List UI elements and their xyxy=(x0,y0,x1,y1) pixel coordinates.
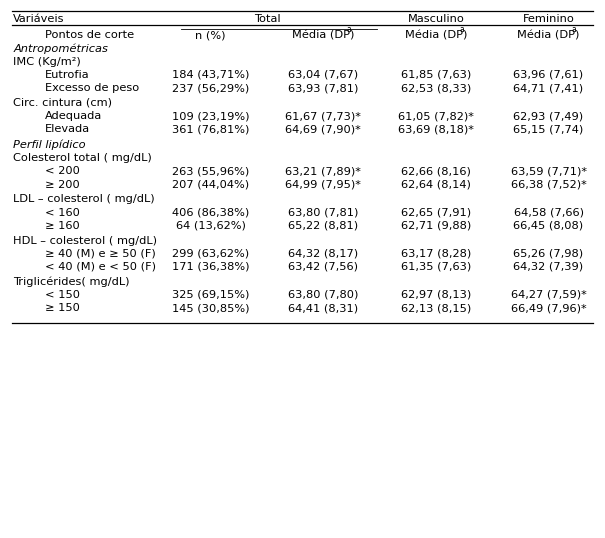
Text: < 200: < 200 xyxy=(45,166,79,176)
Text: n (%): n (%) xyxy=(195,31,226,40)
Text: 64,69 (7,90)*: 64,69 (7,90)* xyxy=(286,124,361,134)
Text: < 40 (M) e < 50 (F): < 40 (M) e < 50 (F) xyxy=(45,262,155,272)
Text: Média (DP): Média (DP) xyxy=(517,31,580,40)
Text: Variáveis: Variáveis xyxy=(13,13,65,24)
Text: 406 (86,38%): 406 (86,38%) xyxy=(172,208,249,217)
Text: 64,32 (7,39): 64,32 (7,39) xyxy=(514,262,584,272)
Text: Triglicérides( mg/dL): Triglicérides( mg/dL) xyxy=(13,277,129,287)
Text: 63,04 (7,67): 63,04 (7,67) xyxy=(288,70,358,80)
Text: 64,71 (7,41): 64,71 (7,41) xyxy=(514,83,584,93)
Text: 65,26 (7,98): 65,26 (7,98) xyxy=(514,249,584,259)
Text: 63,80 (7,81): 63,80 (7,81) xyxy=(288,208,358,217)
Text: a: a xyxy=(347,25,351,33)
Text: 263 (55,96%): 263 (55,96%) xyxy=(172,166,249,176)
Text: < 160: < 160 xyxy=(45,208,79,217)
Text: 64,99 (7,95)*: 64,99 (7,95)* xyxy=(286,180,361,189)
Text: 65,22 (8,81): 65,22 (8,81) xyxy=(288,221,358,231)
Text: 62,53 (8,33): 62,53 (8,33) xyxy=(401,83,471,93)
Text: a: a xyxy=(459,25,464,33)
Text: 62,13 (8,15): 62,13 (8,15) xyxy=(401,303,471,313)
Text: 325 (69,15%): 325 (69,15%) xyxy=(172,290,249,300)
Text: 63,80 (7,80): 63,80 (7,80) xyxy=(288,290,358,300)
Text: HDL – colesterol ( mg/dL): HDL – colesterol ( mg/dL) xyxy=(13,236,157,245)
Text: 61,35 (7,63): 61,35 (7,63) xyxy=(401,262,471,272)
Text: ≥ 160: ≥ 160 xyxy=(45,221,79,231)
Text: 61,85 (7,63): 61,85 (7,63) xyxy=(401,70,471,80)
Text: 64 (13,62%): 64 (13,62%) xyxy=(175,221,246,231)
Text: 145 (30,85%): 145 (30,85%) xyxy=(172,303,249,313)
Text: 361 (76,81%): 361 (76,81%) xyxy=(172,124,249,134)
Text: 66,38 (7,52)*: 66,38 (7,52)* xyxy=(511,180,586,189)
Text: Elevada: Elevada xyxy=(45,124,90,134)
Text: 62,97 (8,13): 62,97 (8,13) xyxy=(401,290,471,300)
Text: 66,49 (7,96)*: 66,49 (7,96)* xyxy=(511,303,586,313)
Text: 61,67 (7,73)*: 61,67 (7,73)* xyxy=(286,111,361,121)
Text: 207 (44,04%): 207 (44,04%) xyxy=(172,180,249,189)
Text: ≥ 200: ≥ 200 xyxy=(45,180,79,189)
Text: 63,17 (8,28): 63,17 (8,28) xyxy=(401,249,471,259)
Text: 63,69 (8,18)*: 63,69 (8,18)* xyxy=(398,124,474,134)
Text: 63,21 (7,89)*: 63,21 (7,89)* xyxy=(286,166,361,176)
Text: < 150: < 150 xyxy=(45,290,80,300)
Text: Pontos de corte: Pontos de corte xyxy=(45,31,134,40)
Text: ≥ 150: ≥ 150 xyxy=(45,303,79,313)
Text: 62,65 (7,91): 62,65 (7,91) xyxy=(401,208,471,217)
Text: Eutrofia: Eutrofia xyxy=(45,70,89,80)
Text: 65,15 (7,74): 65,15 (7,74) xyxy=(514,124,584,134)
Text: IMC (Kg/m²): IMC (Kg/m²) xyxy=(13,57,81,67)
Text: 62,64 (8,14): 62,64 (8,14) xyxy=(401,180,471,189)
Text: 61,05 (7,82)*: 61,05 (7,82)* xyxy=(398,111,474,121)
Text: 62,66 (8,16): 62,66 (8,16) xyxy=(401,166,471,176)
Text: 64,58 (7,66): 64,58 (7,66) xyxy=(514,208,584,217)
Text: 63,42 (7,56): 63,42 (7,56) xyxy=(288,262,358,272)
Text: 184 (43,71%): 184 (43,71%) xyxy=(172,70,249,80)
Text: Colesterol total ( mg/dL): Colesterol total ( mg/dL) xyxy=(13,153,152,163)
Text: 64,27 (7,59)*: 64,27 (7,59)* xyxy=(511,290,586,300)
Text: a: a xyxy=(572,25,577,33)
Text: ≥ 40 (M) e ≥ 50 (F): ≥ 40 (M) e ≥ 50 (F) xyxy=(45,249,155,259)
Text: 237 (56,29%): 237 (56,29%) xyxy=(172,83,249,93)
Text: Total: Total xyxy=(253,13,280,24)
Text: 109 (23,19%): 109 (23,19%) xyxy=(172,111,249,121)
Text: 299 (63,62%): 299 (63,62%) xyxy=(172,249,249,259)
Text: Feminino: Feminino xyxy=(523,13,575,24)
Text: 64,32 (8,17): 64,32 (8,17) xyxy=(288,249,358,259)
Text: 66,45 (8,08): 66,45 (8,08) xyxy=(514,221,584,231)
Text: 63,96 (7,61): 63,96 (7,61) xyxy=(514,70,584,80)
Text: Masculino: Masculino xyxy=(407,13,465,24)
Text: 64,41 (8,31): 64,41 (8,31) xyxy=(288,303,358,313)
Text: Média (DP): Média (DP) xyxy=(292,31,355,40)
Text: Excesso de peso: Excesso de peso xyxy=(45,83,139,93)
Text: Média (DP): Média (DP) xyxy=(405,31,467,40)
Text: 63,93 (7,81): 63,93 (7,81) xyxy=(288,83,358,93)
Text: Antropométricas: Antropométricas xyxy=(13,44,108,54)
Text: Adequada: Adequada xyxy=(45,111,102,121)
Text: 63,59 (7,71)*: 63,59 (7,71)* xyxy=(511,166,587,176)
Text: 62,71 (9,88): 62,71 (9,88) xyxy=(401,221,471,231)
Text: 62,93 (7,49): 62,93 (7,49) xyxy=(514,111,584,121)
Text: Perfil lipídico: Perfil lipídico xyxy=(13,140,86,150)
Text: Circ. cintura (cm): Circ. cintura (cm) xyxy=(13,98,112,108)
Text: LDL – colesterol ( mg/dL): LDL – colesterol ( mg/dL) xyxy=(13,194,155,204)
Text: 171 (36,38%): 171 (36,38%) xyxy=(172,262,249,272)
